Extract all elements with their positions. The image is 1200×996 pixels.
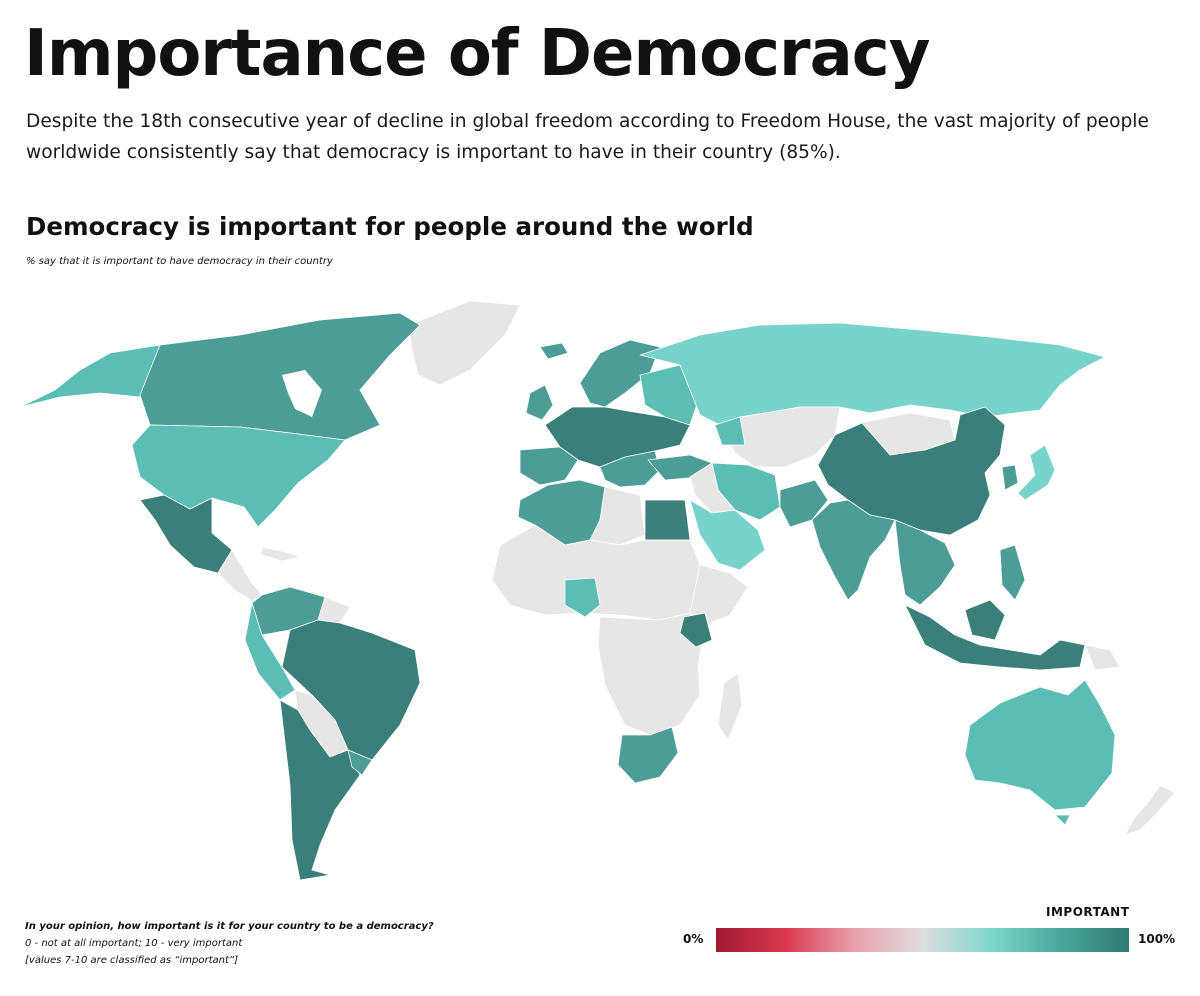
region-australia [964, 679, 1116, 811]
region-borneo [964, 599, 1006, 641]
region-india [811, 499, 896, 601]
page-title: Importance of Democracy [24, 17, 930, 91]
region-southeast-asia [894, 519, 956, 606]
intro-paragraph: Despite the 18th consecutive year of dec… [26, 111, 1149, 163]
region-egypt [644, 499, 691, 541]
region-japan [1017, 444, 1056, 501]
region-united-states [131, 424, 346, 528]
region-uk-ireland [525, 384, 554, 421]
region-nigeria [564, 577, 601, 618]
region-uruguay [347, 749, 373, 776]
region-saudi-arabia [689, 499, 766, 571]
legend-max-label: 100% [1138, 932, 1176, 946]
map-subtitle: % say that it is important to have democ… [26, 256, 333, 267]
region-tasmania [1054, 814, 1071, 826]
map-title: Democracy is important for people around… [26, 212, 754, 241]
region-central-africa [597, 612, 706, 736]
world-choropleth-map [19, 300, 1176, 881]
region-central-america [217, 549, 263, 602]
region-alaska [19, 344, 161, 408]
region-canada [139, 312, 421, 441]
survey-question: In your opinion, how important is it for… [25, 921, 434, 932]
region-peru [244, 602, 296, 701]
region-south-africa [617, 726, 679, 784]
region-philippines [999, 544, 1026, 601]
region-indonesia [904, 604, 1086, 671]
region-russia [639, 322, 1106, 426]
region-hudson-bay [282, 370, 322, 417]
region-iberia [519, 446, 579, 486]
region-iceland [539, 342, 569, 360]
survey-classification: [values 7-10 are classified as “importan… [25, 955, 238, 966]
region-italy-balkans [599, 450, 661, 488]
region-kenya [679, 612, 713, 648]
legend-gradient-bar [716, 928, 1129, 952]
region-kazakhstan [714, 416, 746, 446]
region-new-zealand [1124, 784, 1176, 836]
region-madagascar [717, 672, 743, 741]
legend-min-label: 0% [683, 932, 704, 946]
region-argentina-chile [279, 699, 361, 881]
region-mexico [139, 494, 233, 574]
survey-footnote: In your opinion, how important is it for… [25, 918, 434, 969]
survey-scale: 0 - not at all important; 10 - very impo… [25, 938, 243, 949]
region-korea [1001, 464, 1019, 491]
region-papua-new-guinea [1084, 644, 1121, 671]
region-caribbean [261, 546, 301, 562]
legend-title: IMPORTANT [1046, 905, 1130, 919]
region-greenland [407, 300, 521, 386]
